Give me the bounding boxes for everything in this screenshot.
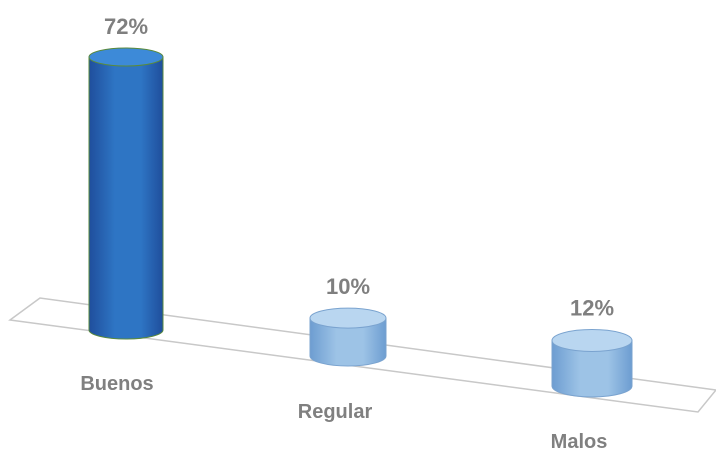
category-label: Regular	[298, 401, 373, 423]
bar-malos	[551, 329, 633, 398]
data-label: 72%	[104, 14, 148, 39]
category-label: Buenos	[80, 373, 153, 395]
bar-body	[551, 340, 633, 398]
bar-series	[88, 47, 633, 398]
data-label: 10%	[326, 274, 370, 299]
bar-buenos	[88, 47, 164, 340]
category-labels: Buenos Regular Malos	[80, 373, 607, 453]
category-label: Malos	[551, 431, 608, 453]
bar-body	[88, 56, 164, 340]
data-label: 12%	[570, 296, 614, 321]
bar-top	[88, 47, 164, 67]
bar-top	[309, 307, 387, 329]
data-labels: 72% 10% 12%	[104, 14, 614, 321]
bar-body	[309, 317, 387, 367]
bar-regular	[309, 307, 387, 367]
bar-top	[551, 329, 633, 352]
